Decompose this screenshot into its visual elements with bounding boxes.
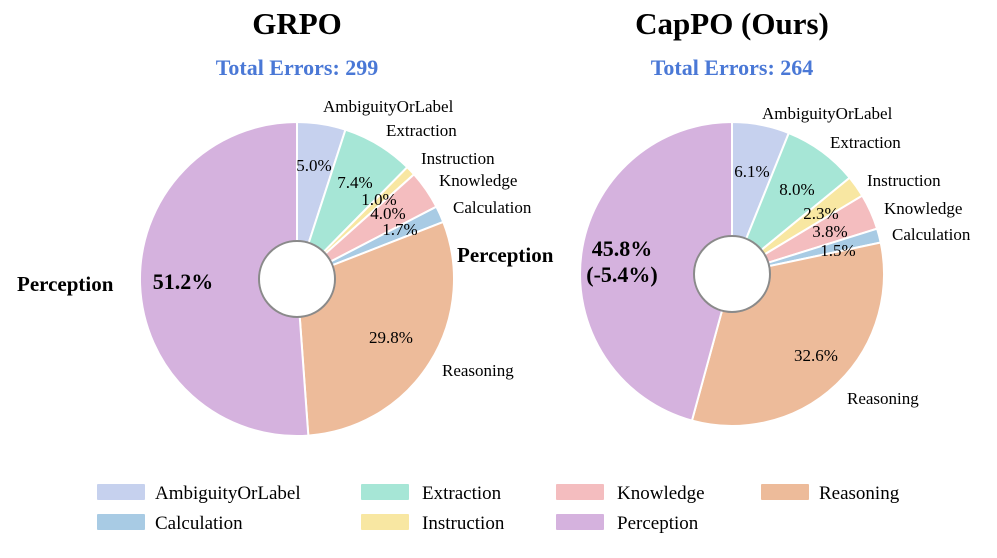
value-label-grpo-instruction: 1.0%	[361, 190, 396, 209]
category-label-cappo-extraction: Extraction	[830, 133, 901, 152]
legend-swatch-ambiguityorlabel	[97, 484, 145, 500]
value-label-cappo-calculation: 1.5%	[820, 241, 855, 260]
legend-label-instruction: Instruction	[422, 513, 505, 534]
category-label-grpo-extraction: Extraction	[386, 121, 457, 140]
chart-subtitle-grpo: Total Errors: 299	[216, 55, 379, 80]
legend-swatch-instruction	[361, 514, 409, 530]
value-label-cappo-extraction: 8.0%	[779, 180, 814, 199]
value-label-cappo-reasoning: 32.6%	[794, 346, 838, 365]
category-label-cappo-instruction: Instruction	[867, 171, 941, 190]
donut-hole-grpo	[258, 240, 336, 318]
category-label-cappo-calculation: Calculation	[892, 225, 971, 244]
slice-cappo-perception	[579, 120, 733, 422]
legend-swatch-extraction	[361, 484, 409, 500]
legend-swatch-knowledge	[556, 484, 604, 500]
category-label-cappo-ambiguityorlabel: AmbiguityOrLabel	[762, 104, 893, 123]
legend-label-calculation: Calculation	[155, 513, 243, 534]
category-label-grpo-instruction: Instruction	[421, 149, 495, 168]
value-label-cappo-perception: 45.8%	[592, 236, 653, 261]
value-label-grpo-ambiguityorlabel: 5.0%	[296, 156, 331, 175]
pie-cappo	[579, 120, 885, 427]
value-label-cappo-ambiguityorlabel: 6.1%	[734, 162, 769, 181]
legend: AmbiguityOrLabel Extraction Knowledge Re…	[97, 483, 900, 534]
legend-label-knowledge: Knowledge	[617, 483, 705, 504]
legend-label-extraction: Extraction	[422, 483, 502, 504]
pie-grpo	[138, 120, 455, 437]
chart-title-grpo: GRPO	[252, 6, 342, 41]
category-label-cappo-knowledge: Knowledge	[884, 199, 962, 218]
legend-swatch-reasoning	[761, 484, 809, 500]
category-label-grpo-reasoning: Reasoning	[442, 361, 514, 380]
legend-swatch-calculation	[97, 514, 145, 530]
legend-label-perception: Perception	[617, 513, 699, 534]
category-label-cappo-reasoning: Reasoning	[847, 389, 919, 408]
category-label-grpo-ambiguityorlabel: AmbiguityOrLabel	[323, 97, 454, 116]
legend-label-reasoning: Reasoning	[819, 483, 900, 504]
donut-hole-cappo	[693, 235, 771, 313]
value-label-cappo-perception-change: (-5.4%)	[586, 262, 657, 287]
value-label-cappo-knowledge: 3.8%	[812, 222, 847, 241]
value-label-grpo-extraction: 7.4%	[337, 173, 372, 192]
slice-grpo-reasoning	[295, 220, 455, 437]
category-label-cappo-perception: Perception	[457, 243, 554, 267]
chart-subtitle-cappo: Total Errors: 264	[651, 55, 814, 80]
slice-grpo-perception	[138, 120, 310, 437]
value-label-grpo-perception: 51.2%	[153, 269, 214, 294]
legend-swatch-perception	[556, 514, 604, 530]
value-label-cappo-instruction: 2.3%	[803, 204, 838, 223]
category-label-grpo-perception: Perception	[17, 272, 114, 296]
value-label-grpo-reasoning: 29.8%	[369, 328, 413, 347]
value-label-grpo-calculation: 1.7%	[382, 220, 417, 239]
category-label-grpo-calculation: Calculation	[453, 198, 532, 217]
value-label-grpo-knowledge: 4.0%	[370, 204, 405, 223]
category-label-grpo-knowledge: Knowledge	[439, 171, 517, 190]
chart-title-cappo: CapPO (Ours)	[635, 6, 829, 41]
legend-label-ambiguityorlabel: AmbiguityOrLabel	[155, 483, 301, 504]
